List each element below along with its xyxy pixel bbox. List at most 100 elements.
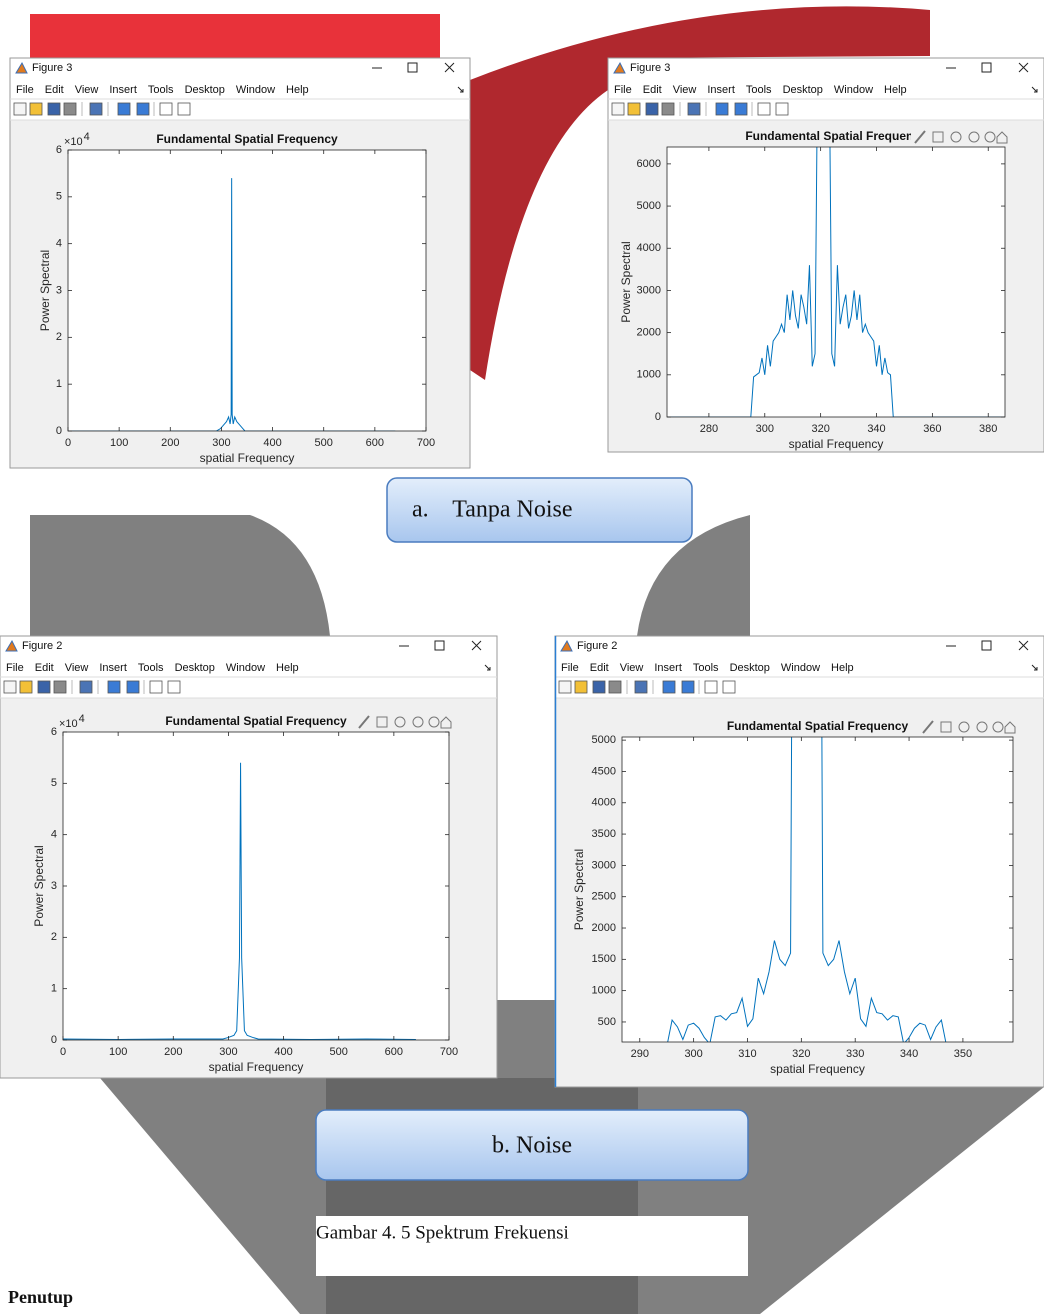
menu-item: File <box>561 662 579 674</box>
figure-window: Figure 2 File Edit View Insert Tools Desktop Wi… <box>554 635 1044 1088</box>
menu-arrow <box>1031 86 1038 93</box>
axes-tool-datatip <box>376 716 388 728</box>
menu-item: Desktop <box>175 662 215 674</box>
x-axis-label: spatial Frequency <box>209 1060 304 1074</box>
x-tick-label: 360 <box>923 423 941 435</box>
x-tick-label: 340 <box>900 1048 918 1060</box>
section-heading: Penutup <box>8 1287 73 1307</box>
x-tick-label: 500 <box>330 1046 348 1058</box>
axes-tool-zoom-in <box>412 716 424 728</box>
app-icon <box>15 61 28 74</box>
y-tick-label: 0 <box>655 411 661 423</box>
axes-background <box>63 732 449 1040</box>
close-button <box>1018 62 1029 73</box>
axes-tool-zoom-out <box>428 716 440 728</box>
x-tick-label: 100 <box>109 1046 127 1058</box>
x-tick-label: 380 <box>979 423 997 435</box>
y-exponent-power: 4 <box>79 713 85 725</box>
x-tick-label: 300 <box>212 437 230 449</box>
axes-tool-home <box>1004 721 1016 734</box>
y-tick-label: 2500 <box>592 891 616 903</box>
toolbar-icon <box>611 102 625 116</box>
chart-title: Fundamental Spatial Frequency <box>727 719 909 733</box>
window-title: Figure 3 <box>630 62 670 74</box>
menu-item: Insert <box>707 84 735 96</box>
figure-window: Figure 3 File Edit View Insert Tools Desktop Wi… <box>607 57 1044 453</box>
chart-title: Fundamental Spatial Frequency <box>745 129 927 143</box>
x-tick-label: 280 <box>700 423 718 435</box>
figure-window: Figure 2 File Edit View Insert Tools Desktop Wi… <box>0 635 498 1079</box>
x-tick-label: 700 <box>440 1046 458 1058</box>
close-button <box>471 640 482 651</box>
y-exponent-base: ×10 <box>59 718 78 730</box>
axes-tool-datatip <box>932 131 944 143</box>
axes-toolbar-bg <box>911 129 1005 145</box>
menu-item: View <box>620 662 644 674</box>
title-bar <box>10 58 470 121</box>
menu-item: Window <box>226 662 265 674</box>
menu-item: Window <box>834 84 873 96</box>
app-icon <box>5 639 18 652</box>
x-tick-label: 300 <box>684 1048 702 1060</box>
y-tick-label: 3 <box>51 880 57 892</box>
y-tick-label: 6 <box>56 144 62 156</box>
x-tick-label: 350 <box>954 1048 972 1060</box>
menu-item: Insert <box>109 84 137 96</box>
y-tick-label: 500 <box>598 1016 616 1028</box>
menu-item: File <box>16 84 34 96</box>
y-tick-label: 2000 <box>637 327 661 339</box>
axes-background <box>622 737 1013 1042</box>
menu-item: Tools <box>746 84 772 96</box>
toolbar-icon <box>715 102 729 116</box>
toolbar-icon <box>149 680 163 694</box>
x-tick-label: 600 <box>366 437 384 449</box>
axes-tool-home <box>996 131 1008 144</box>
caption-box <box>315 1109 749 1181</box>
toolbar-icon <box>37 680 51 694</box>
toolbar-icon <box>167 680 181 694</box>
x-tick-label: 330 <box>846 1048 864 1060</box>
toolbar-icon <box>136 102 150 116</box>
axes-toolbar-bg <box>919 719 1013 735</box>
close-button <box>444 62 455 73</box>
x-tick-label: 300 <box>756 423 774 435</box>
axes-tool-pan <box>394 716 406 728</box>
menu-arrow <box>1031 664 1038 671</box>
menu-item: Help <box>286 84 309 96</box>
x-tick-label: 340 <box>867 423 885 435</box>
x-axis-label: spatial Frequency <box>789 437 884 451</box>
menu-item: Tools <box>138 662 164 674</box>
data-line <box>63 762 416 1040</box>
x-tick-label: 0 <box>60 1046 66 1058</box>
menu-item: Edit <box>590 662 609 674</box>
toolbar-icon <box>107 680 121 694</box>
window-title: Figure 3 <box>32 62 72 74</box>
x-tick-label: 400 <box>263 437 281 449</box>
window-title: Figure 2 <box>22 640 62 652</box>
axes-tool-pan <box>950 131 962 143</box>
toolbar-icon <box>608 680 622 694</box>
chart-title: Fundamental Spatial Frequency <box>156 132 338 146</box>
figure-caption: Gambar 4. 5 Spektrum Frekuensi <box>316 1222 569 1243</box>
x-tick-label: 320 <box>792 1048 810 1060</box>
menu-item: View <box>75 84 99 96</box>
maximize-button <box>981 62 992 73</box>
axes-tool-pan <box>958 721 970 733</box>
x-tick-label: 400 <box>274 1046 292 1058</box>
axes-background <box>68 150 426 431</box>
y-axis-label: Power Spectral <box>619 241 633 322</box>
x-tick-label: 200 <box>161 437 179 449</box>
maximize-button <box>407 62 418 73</box>
caption-box <box>386 477 693 543</box>
app-icon <box>613 61 626 74</box>
caption-text: b. Noise <box>492 1133 572 1159</box>
x-tick-label: 300 <box>219 1046 237 1058</box>
menu-item: Insert <box>99 662 127 674</box>
toolbar-icon <box>757 102 771 116</box>
maximize-button <box>434 640 445 651</box>
toolbar-icon <box>662 680 676 694</box>
x-axis-label: spatial Frequency <box>770 1062 865 1076</box>
menu-item: View <box>65 662 89 674</box>
menu-item: Window <box>781 662 820 674</box>
menu-item: Tools <box>148 84 174 96</box>
